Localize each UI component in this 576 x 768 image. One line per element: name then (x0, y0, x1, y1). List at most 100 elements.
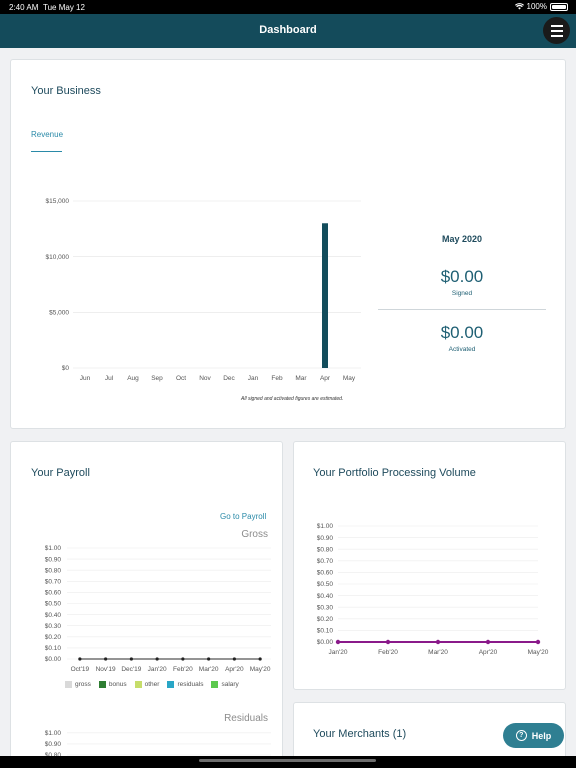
go-to-payroll-link[interactable]: Go to Payroll (220, 512, 267, 521)
legend-label: bonus (108, 681, 127, 688)
x-tick-label: Mar (295, 375, 307, 382)
y-tick-label: $0 (62, 365, 70, 372)
x-tick-label: May'20 (528, 649, 549, 656)
y-tick-label: $5,000 (49, 310, 69, 317)
y-tick-label: $0.20 (45, 634, 62, 641)
business-title: Your Business (31, 85, 101, 97)
legend-item[interactable]: bonus (98, 681, 127, 688)
legend-item[interactable]: other (134, 681, 160, 688)
legend-label: salary (221, 681, 239, 688)
y-tick-label: $0.60 (45, 590, 62, 597)
payroll-title: Your Payroll (31, 467, 90, 479)
y-tick-label: $0.10 (45, 645, 62, 652)
y-tick-label: $0.30 (317, 604, 334, 611)
legend-swatch (134, 681, 142, 688)
data-point (335, 639, 341, 645)
chart-title: Gross (241, 529, 268, 540)
x-tick-label: Mar'20 (199, 666, 219, 673)
legend-item[interactable]: salary (211, 681, 239, 688)
legend-item[interactable]: gross (65, 681, 91, 688)
y-tick-label: $0.70 (45, 579, 62, 586)
y-tick-label: $0.40 (317, 593, 334, 600)
bottom-strip (0, 756, 576, 768)
signed-value: $0.00 (440, 267, 484, 286)
y-tick-label: $0.50 (45, 601, 62, 608)
wifi-icon (514, 3, 524, 10)
tab-revenue[interactable]: Revenue (31, 130, 64, 139)
legend-swatch (98, 681, 106, 688)
y-tick-label: $0.90 (317, 535, 334, 542)
gross-legend: gross bonus other residuals salary (65, 681, 239, 688)
x-tick-label: Jan'20 (148, 666, 167, 673)
data-point (435, 639, 441, 645)
y-tick-label: $0.30 (45, 623, 62, 630)
status-right: 100% (514, 2, 568, 11)
x-tick-label: Dec'19 (121, 666, 141, 673)
legend-swatch (65, 681, 72, 688)
x-tick-label: Nov (199, 375, 211, 382)
y-tick-label: $0.60 (317, 570, 334, 577)
y-tick-label: $0.40 (45, 612, 62, 619)
revenue-chart: $0 $5,000 $10,000 $15,000 Jun Jul Aug Sep Oct Nov… (46, 198, 361, 382)
y-tick-label: $0.00 (317, 639, 334, 646)
status-date: Tue May 12 (43, 3, 85, 12)
revenue-bar (322, 223, 328, 368)
legend-swatch (167, 681, 175, 688)
portfolio-title: Your Portfolio Processing Volume (313, 467, 476, 479)
x-tick-label: Dec (223, 375, 235, 382)
y-tick-label: $0.80 (45, 567, 62, 574)
status-time: 2:40 AM (9, 3, 39, 12)
y-tick-label: $1.00 (45, 730, 62, 737)
legend-swatch (211, 681, 219, 688)
y-tick-label: $0.90 (45, 556, 62, 563)
x-tick-label: Feb'20 (173, 666, 193, 673)
payroll-card: Your Payroll Go to Payroll Gross $0.00 $0.… (10, 441, 283, 768)
portfolio-card: Your Portfolio Processing Volume $0.00 $0… (293, 441, 566, 690)
x-tick-label: Nov'19 (96, 666, 116, 673)
x-tick-label: May'20 (250, 666, 271, 673)
legend-item[interactable]: residuals (167, 681, 203, 688)
gross-chart: Gross $0.00 $0.10 $0.20 $0.30 $0.40 $0.50 $0.60… (45, 529, 271, 673)
y-tick-label: $0.20 (317, 616, 334, 623)
hamburger-menu-button[interactable] (543, 17, 570, 44)
y-tick-label: $0.80 (317, 546, 334, 553)
legend-label: other (144, 681, 160, 688)
y-tick-label: $0.50 (317, 581, 334, 588)
activated-label: Activated (448, 346, 476, 353)
data-point (385, 639, 391, 645)
x-tick-label: Jun (80, 375, 91, 382)
y-tick-label: $10,000 (46, 254, 70, 261)
x-tick-label: Feb'20 (378, 649, 398, 656)
chart-footnote: All signed and activated figures are est… (241, 396, 344, 402)
page-title: Dashboard (259, 24, 317, 36)
home-indicator (199, 759, 376, 762)
status-bar: 2:40 AM Tue May 12 100% (0, 0, 576, 14)
summary-month: May 2020 (441, 234, 483, 244)
x-tick-label: Feb (271, 375, 283, 382)
x-tick-label: Oct'19 (71, 666, 90, 673)
chart-title: Residuals (224, 713, 268, 724)
legend-label: gross (75, 681, 91, 688)
data-point (535, 639, 541, 645)
x-tick-label: Sep (151, 375, 163, 382)
portfolio-chart: $0.00 $0.10 $0.20 $0.30 $0.40 $0.50 $0.60 $0.70… (317, 523, 549, 656)
y-tick-label: $1.00 (317, 523, 334, 530)
x-tick-label: Mar'20 (428, 649, 448, 656)
x-tick-label: Jan (248, 375, 259, 382)
data-point (485, 639, 491, 645)
top-bar: Dashboard (0, 14, 576, 48)
residuals-chart: Residuals $0.80 $0.90 $1.00 (45, 713, 271, 759)
menu-icon (550, 24, 563, 27)
signed-label: Signed (451, 290, 473, 297)
x-tick-label: Jan'20 (329, 649, 348, 656)
merchants-title: Your Merchants (1) (313, 728, 407, 740)
y-tick-label: $0.10 (317, 628, 334, 635)
y-tick-label: $0.80 (45, 752, 62, 759)
help-button[interactable]: ? Help (503, 723, 564, 748)
summary-divider (378, 309, 546, 310)
help-label: Help (531, 730, 552, 741)
battery-icon (550, 2, 568, 11)
legend-label: residuals (177, 681, 204, 688)
x-tick-label: Apr (320, 375, 331, 382)
question-icon: ? (515, 730, 527, 741)
